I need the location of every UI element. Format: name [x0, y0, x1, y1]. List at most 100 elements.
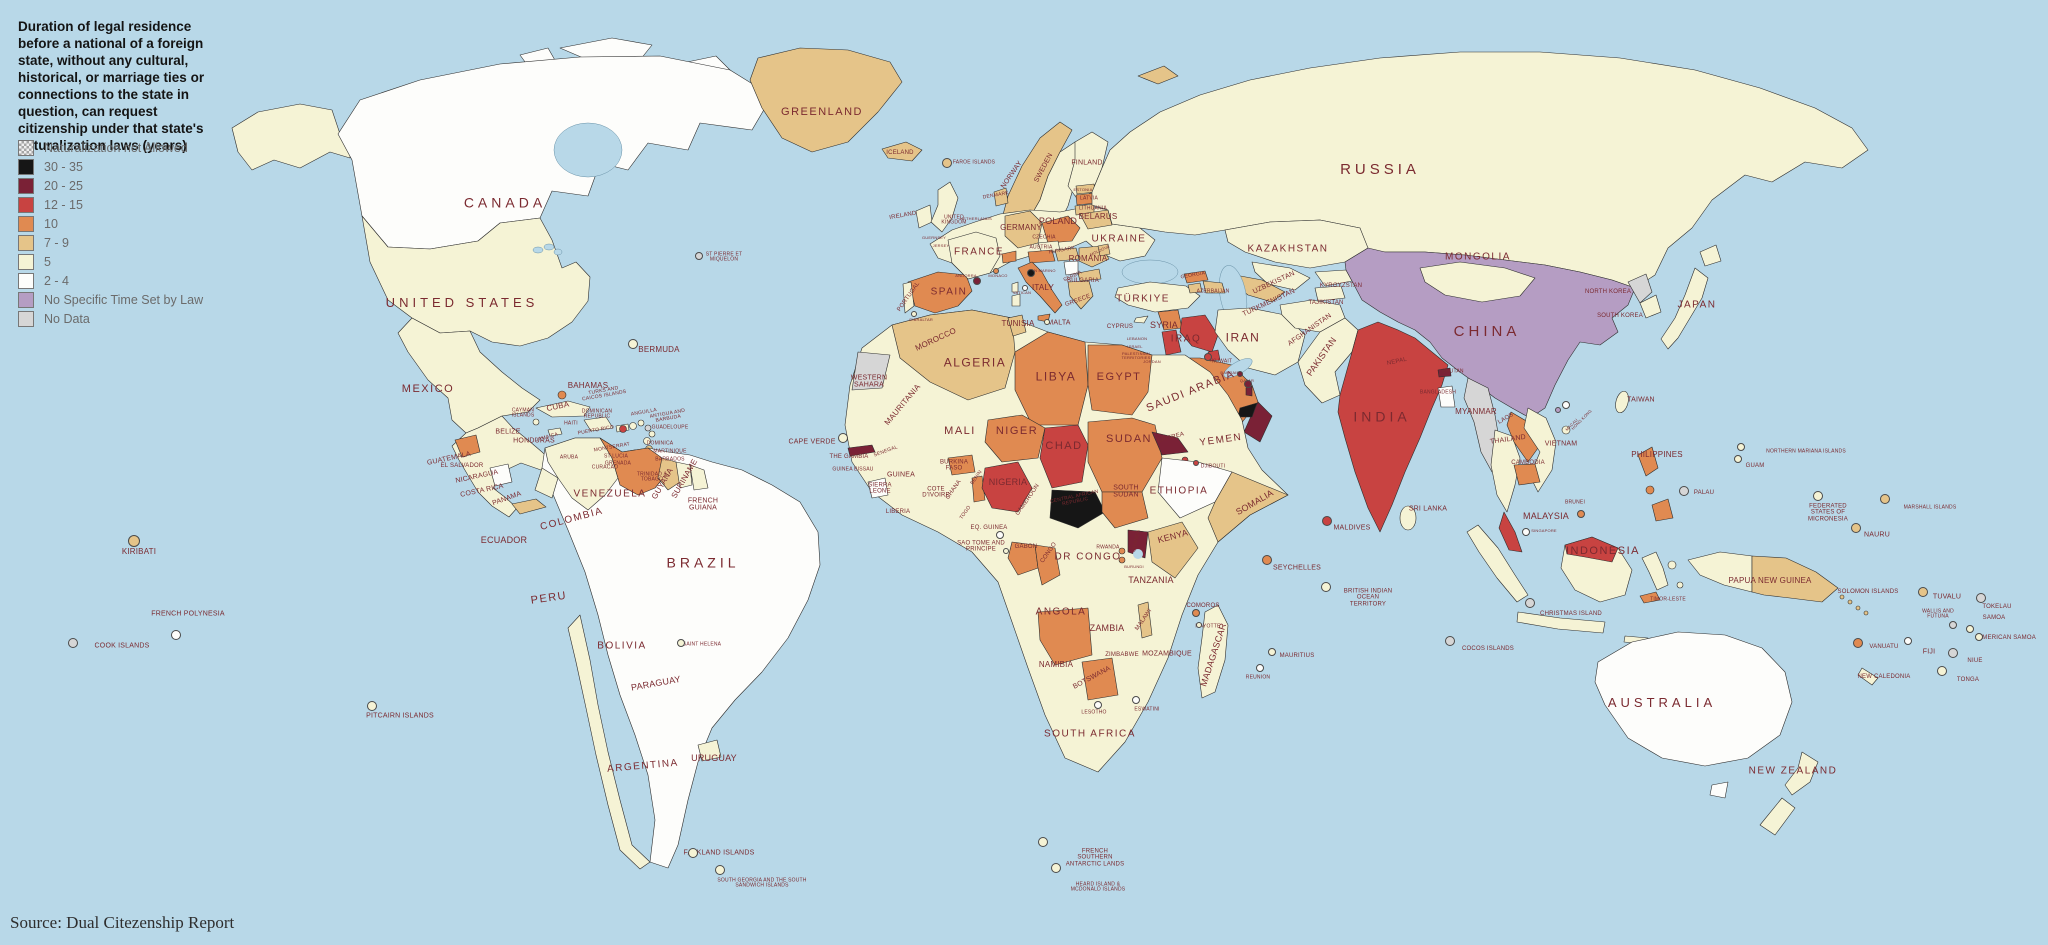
label-tajikistan: TAJIKISTAN [1308, 299, 1344, 306]
label-cyprus: CYPRUS [1106, 323, 1134, 330]
region-moldova [1097, 243, 1111, 257]
dot-cocos-islands [1445, 636, 1455, 646]
label-kazakhstan: KAZAKHSTAN [1247, 243, 1329, 255]
label-guam: GUAM [1745, 462, 1765, 469]
label-burundi: BURUNDI [1124, 563, 1144, 569]
region-french-guiana [689, 464, 709, 491]
label-angola: ANGOLA [1035, 606, 1087, 618]
label-argentina: ARGENTINA [606, 757, 680, 775]
dot-eswatini [1132, 696, 1140, 704]
label-netherlands: NETHERLANDS [960, 215, 992, 221]
label-falkland-islands: FALKLAND ISLANDS [683, 849, 755, 857]
label-maldives: MALDIVES [1333, 524, 1371, 532]
legend-item-20-25: 20 - 25 [18, 178, 203, 194]
label-vietnam: VIETNAM [1544, 440, 1578, 448]
label-french-guiana: FRENCH GUIANA [687, 497, 719, 512]
label-czechia: CZECHIA [1032, 234, 1056, 241]
antilles-dot [644, 424, 652, 432]
label-finland: FINLAND [1071, 159, 1103, 167]
region-philippines-luzon [1637, 446, 1659, 477]
legend-swatch-30-35 [18, 159, 34, 175]
region-sumatra [1466, 524, 1529, 603]
label-norway: NORWAY [999, 159, 1024, 190]
cayman-dot [532, 418, 540, 426]
label-pitcairn-islands: PITCAIRN ISLANDS [366, 712, 434, 720]
label-niger: NIGER [995, 425, 1039, 438]
source-note: Source: Dual Citezenship Report [10, 913, 235, 932]
hudson-bay [553, 122, 623, 178]
region-vietnam [1523, 407, 1557, 493]
label-new-zealand: NEW ZEALAND [1748, 765, 1838, 777]
region-chad [1039, 424, 1089, 489]
label-taiwan: TAIWAN [1627, 396, 1655, 404]
label-jersey: JERSEY [932, 242, 950, 248]
label-madagascar: MADAGASCAR [1198, 621, 1229, 688]
region-hainan [1561, 425, 1571, 435]
legend-item-nd: No Data [18, 311, 203, 327]
label-united-kingdom: UNITED KINGDOM [941, 214, 967, 226]
label-bahamas: BAHAMAS [567, 380, 609, 390]
label-t-rkiye: TÜRKIYE [1116, 293, 1170, 305]
label-sudan: SUDAN [1105, 433, 1153, 446]
label-algeria: ALGERIA [943, 355, 1007, 370]
label-guinea-bissau: GUINEA BISSAU [832, 466, 874, 473]
label-italy: ITALY [1031, 282, 1055, 292]
antilles-dot [643, 437, 651, 445]
label-monaco: MONACO [988, 272, 1008, 278]
region-madagascar [1197, 604, 1229, 699]
region-sardinia [1011, 293, 1021, 307]
dot-nauru [1851, 523, 1861, 533]
label-paraguay: PARAGUAY [630, 673, 682, 693]
region-united-kingdom [930, 181, 959, 233]
label-martinique: MARTINIQUE [653, 448, 687, 455]
label-bhutan: BHUTAN [1442, 368, 1464, 375]
label-mongolia: MONGOLIA [1445, 251, 1511, 263]
dot-andorra [973, 277, 981, 285]
dot-pitcairn-islands [367, 701, 377, 711]
dot-malta [1044, 319, 1050, 325]
region-uruguay [697, 739, 722, 762]
region-guatemala [454, 434, 481, 458]
label-tanzania: TANZANIA [1128, 575, 1174, 586]
region-moluccas [1667, 560, 1677, 570]
label-cook-islands: COOK ISLANDS [94, 642, 150, 650]
label-bangladesh: BANGLADESH [1419, 389, 1457, 396]
label-liberia: LIBERIA [885, 508, 911, 515]
region-bangladesh [1437, 385, 1456, 408]
label-mauritius: MAURITIUS [1279, 652, 1315, 659]
region-spain [907, 271, 973, 314]
legend-label-7-9: 7 - 9 [44, 236, 70, 250]
region-kenya [1147, 521, 1199, 579]
region-algeria [891, 309, 1016, 401]
region-philippines-mindanao [1651, 498, 1674, 522]
dot-american-samoa [1975, 633, 1983, 641]
label-montserrat: MONTSERRAT [593, 441, 631, 454]
label-cape-verde: CAPE VERDE [788, 438, 836, 446]
label-thailand: THAILAND [1489, 433, 1527, 446]
dot-st-pierre-et-miquelon [695, 252, 703, 260]
label-western-sahara: WESTERN SAHARA [850, 374, 888, 389]
label-mayotte: MAYOTTE [1195, 623, 1221, 630]
dot-eq-guinea [996, 531, 1004, 539]
label-nepal: NEPAL [1386, 356, 1408, 367]
dot-french-southern-antarctic-lands [1038, 837, 1048, 847]
label-san-marino: SAN MARINO [1028, 267, 1056, 273]
label-french-polynesia: FRENCH POLYNESIA [151, 610, 225, 618]
label-spain: SPAIN [930, 286, 968, 298]
label-cameroon: CAMEROON [1014, 483, 1041, 517]
region-botswana [1081, 657, 1119, 701]
legend-label-5: 5 [44, 255, 51, 269]
dot-djibouti [1193, 460, 1199, 466]
label-honduras: HONDURAS [513, 437, 555, 445]
lake-victoria [1133, 549, 1143, 559]
legend-label-10: 10 [44, 217, 58, 231]
label-sri-lanka: SRI LANKA [1408, 505, 1448, 513]
region-turkiye [1114, 281, 1201, 313]
label-kyrgyzstan: KYRGYZSTAN [1319, 282, 1363, 289]
region-austria [1027, 249, 1056, 264]
dot-northern-mariana-islands [1737, 443, 1745, 451]
label-niue: NIUE [1967, 657, 1983, 664]
label-french-southern-antarctic-lands: FRENCH SOUTHERN ANTARCTIC LANDS [1065, 848, 1125, 868]
